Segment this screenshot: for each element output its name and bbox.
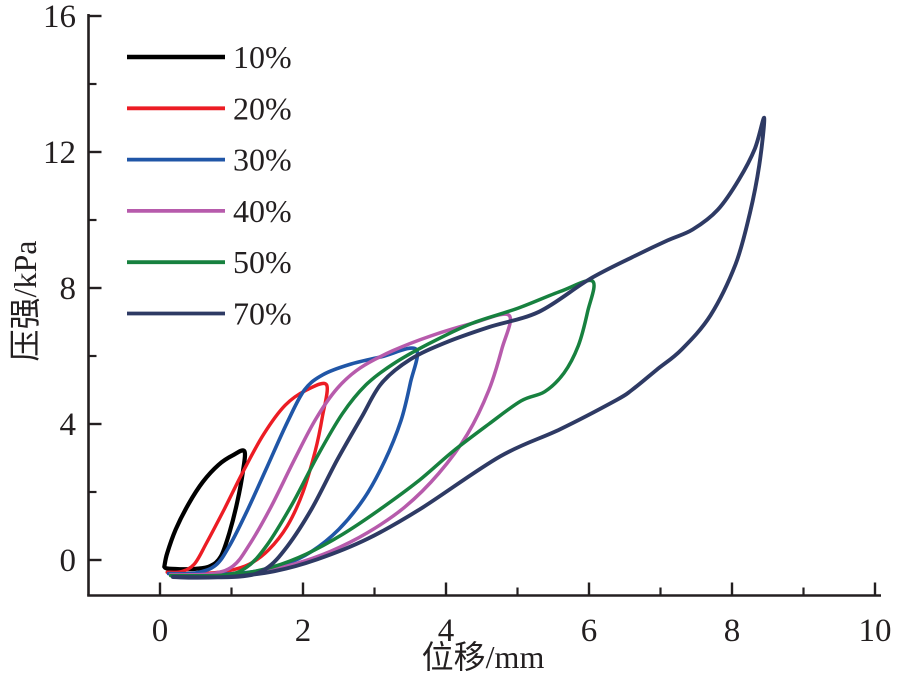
legend-label-20pct: 20% [233,90,292,126]
y-tick-label: 4 [60,407,77,443]
y-tick-label: 16 [43,0,76,35]
legend-label-50pct: 50% [233,244,292,280]
x-tick-label: 6 [581,613,598,649]
curve-10pct [162,448,248,572]
y-tick-label: 12 [43,135,76,171]
legend-label-40pct: 40% [233,193,292,229]
x-tick-label: 2 [295,613,312,649]
curve-50pct [168,278,596,579]
y-axis-title: 压强/kPa [7,241,43,362]
legend-label-70pct: 70% [233,296,292,332]
x-axis-title: 位移/mm [422,639,545,675]
legend-label-10pct: 10% [233,39,292,75]
curve-20pct [165,381,329,576]
x-tick-label: 10 [859,613,892,649]
x-tick-label: 0 [152,613,169,649]
curve-70pct [170,116,767,580]
legend-label-30pct: 30% [233,142,292,178]
x-tick-label: 8 [724,613,741,649]
y-tick-label: 8 [60,271,77,307]
curve-40pct [168,312,513,578]
x-tick-label: 4 [438,613,455,649]
y-tick-label: 0 [60,543,77,579]
